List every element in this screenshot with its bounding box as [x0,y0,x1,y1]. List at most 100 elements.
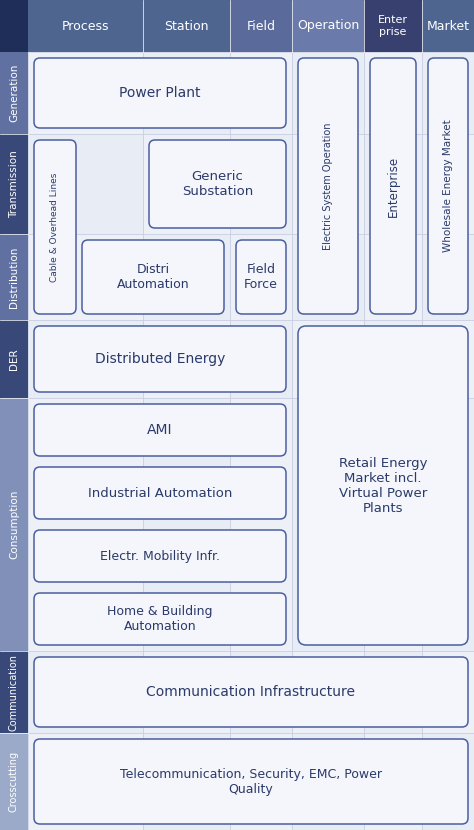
Bar [143,320,230,398]
Bar [364,0,422,52]
Bar [422,134,474,234]
Bar [364,320,422,398]
Text: Home & Building
Automation: Home & Building Automation [107,605,213,633]
Bar [28,398,143,651]
Bar [364,651,422,733]
FancyBboxPatch shape [34,657,468,727]
Text: AMI: AMI [147,423,173,437]
Bar [230,320,292,398]
Bar [0,234,28,320]
Text: Industrial Automation: Industrial Automation [88,486,232,500]
Bar [28,52,143,134]
Bar [230,134,292,234]
FancyBboxPatch shape [34,404,286,456]
Bar [422,52,474,134]
Bar [292,398,364,651]
Bar [0,0,28,52]
Text: Field
Force: Field Force [244,263,278,291]
Bar [292,0,364,52]
Text: Distributed Energy: Distributed Energy [95,352,225,366]
Bar [364,134,422,234]
FancyBboxPatch shape [34,593,286,645]
FancyBboxPatch shape [298,58,358,314]
Text: Retail Energy
Market incl.
Virtual Power
Plants: Retail Energy Market incl. Virtual Power… [339,457,427,515]
Bar [364,733,422,830]
FancyBboxPatch shape [34,467,286,519]
Bar [143,0,230,52]
Text: Enter
prise: Enter prise [378,15,408,37]
Bar [0,733,28,830]
Bar [143,733,230,830]
Bar [230,651,292,733]
Text: Telecommunication, Security, EMC, Power
Quality: Telecommunication, Security, EMC, Power … [120,768,382,795]
Text: Enterprise: Enterprise [386,155,400,217]
Bar [422,398,474,651]
Text: Market: Market [427,19,470,32]
Text: Generation: Generation [9,64,19,122]
Bar [28,134,143,234]
FancyBboxPatch shape [149,140,286,228]
Text: Cable & Overhead Lines: Cable & Overhead Lines [51,173,60,281]
Bar [28,320,143,398]
FancyBboxPatch shape [34,530,286,582]
Bar [422,733,474,830]
Bar [0,52,28,134]
Bar [230,733,292,830]
Bar [143,134,230,234]
Bar [364,234,422,320]
Bar [364,52,422,134]
FancyBboxPatch shape [298,326,468,645]
Text: Electr. Mobility Infr.: Electr. Mobility Infr. [100,549,220,563]
Text: Distribution: Distribution [9,247,19,308]
Bar [0,134,28,234]
Text: Operation: Operation [297,19,359,32]
Bar [230,398,292,651]
Text: Wholesale Energy Market: Wholesale Energy Market [443,120,453,252]
Bar [0,320,28,398]
Bar [422,320,474,398]
Bar [143,398,230,651]
Bar [143,52,230,134]
Bar [292,651,364,733]
Text: Station: Station [164,19,209,32]
FancyBboxPatch shape [34,326,286,392]
Bar [422,0,474,52]
Text: Generic
Substation: Generic Substation [182,170,253,198]
Bar [292,52,364,134]
Bar [292,320,364,398]
Bar [364,398,422,651]
Text: Power Plant: Power Plant [119,86,201,100]
Text: Consumption: Consumption [9,490,19,559]
Text: Crosscutting: Crosscutting [9,751,19,812]
FancyBboxPatch shape [34,58,286,128]
FancyBboxPatch shape [370,58,416,314]
Bar [230,0,292,52]
Text: Communication: Communication [9,653,19,730]
Text: Distri
Automation: Distri Automation [117,263,189,291]
FancyBboxPatch shape [34,739,468,824]
FancyBboxPatch shape [428,58,468,314]
Bar [28,651,143,733]
Bar [292,733,364,830]
Text: Communication Infrastructure: Communication Infrastructure [146,685,356,699]
FancyBboxPatch shape [236,240,286,314]
Bar [422,234,474,320]
Bar [292,234,364,320]
Bar [28,234,143,320]
Bar [292,134,364,234]
Bar [230,234,292,320]
Bar [0,398,28,651]
Bar [28,733,143,830]
Text: Process: Process [62,19,109,32]
FancyBboxPatch shape [82,240,224,314]
FancyBboxPatch shape [34,140,76,314]
Bar [0,651,28,733]
Bar [28,0,143,52]
Bar [422,651,474,733]
Bar [230,52,292,134]
Bar [143,234,230,320]
Bar [143,651,230,733]
Text: Field: Field [246,19,275,32]
Text: DER: DER [9,349,19,370]
Text: Electric System Operation: Electric System Operation [323,122,333,250]
